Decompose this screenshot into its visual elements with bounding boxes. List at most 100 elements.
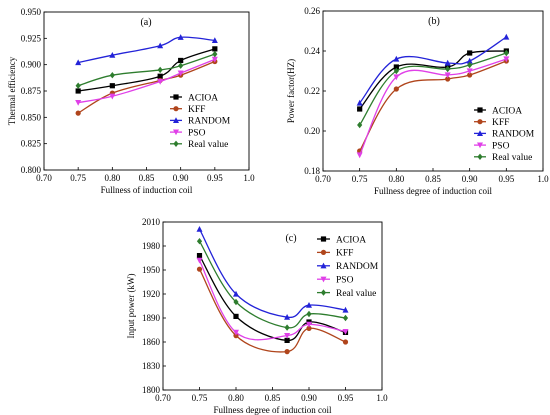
- series-line: [78, 36, 215, 64]
- x-tick-label: 0.75: [70, 173, 86, 183]
- series-kff: [196, 266, 349, 355]
- data-point: [178, 57, 184, 64]
- data-point: [75, 59, 82, 66]
- data-point: [75, 110, 81, 116]
- y-tick-label: 0.850: [21, 112, 42, 122]
- data-point: [356, 152, 363, 159]
- legend-marker: [477, 107, 483, 113]
- data-point: [503, 49, 509, 57]
- x-axis-label: Fullness degree of induction coil: [214, 405, 332, 415]
- x-axis-label: Fullness degree of induction coil: [374, 186, 492, 196]
- legend-entry: PSO: [492, 141, 510, 151]
- legend-marker: [477, 153, 483, 160]
- legend-entry: PSO: [336, 276, 354, 286]
- data-point: [178, 62, 184, 69]
- data-point: [284, 324, 290, 331]
- x-tick-label: 0.90: [462, 174, 478, 184]
- series-line: [198, 228, 346, 318]
- legend-entry: KFF: [188, 105, 205, 115]
- legend-marker: [320, 276, 327, 283]
- data-point: [196, 266, 203, 272]
- x-tick-label: 0.95: [207, 173, 223, 183]
- data-point: [356, 99, 363, 106]
- x-tick-label: 0.85: [139, 173, 155, 183]
- plot-frame: [162, 221, 383, 391]
- data-point: [75, 99, 82, 106]
- data-point: [503, 56, 510, 63]
- legend-entry: RANDOM: [336, 262, 379, 272]
- series-real-value: [196, 238, 349, 331]
- series-real-value: [75, 50, 218, 89]
- series-pso: [75, 56, 218, 106]
- data-point: [233, 313, 239, 319]
- y-tick-label: 0.24: [304, 46, 320, 56]
- data-point: [109, 51, 116, 58]
- legend-entry: RANDOM: [492, 130, 535, 140]
- x-tick-label: 0.75: [352, 174, 368, 184]
- y-tick-label: 1980: [142, 241, 161, 251]
- data-point: [306, 325, 312, 331]
- y-tick-label: 1890: [142, 313, 161, 323]
- y-tick-label: 0.20: [304, 126, 320, 136]
- legend-marker: [173, 140, 179, 147]
- legend-entry: PSO: [188, 128, 206, 138]
- chart-panel-c: 0.70 0.75 0.80 0.85 0.90 0.95 1.0 1800 1830 1860 1…: [126, 217, 388, 415]
- y-tick-label: 0.825: [21, 139, 42, 149]
- legend-entry: ACIOA: [336, 235, 366, 245]
- data-point: [503, 33, 510, 40]
- data-point: [284, 349, 290, 355]
- legend-marker: [320, 262, 327, 269]
- y-tick-label: 0.875: [21, 86, 42, 96]
- x-tick-label: 0.90: [301, 393, 317, 403]
- y-tick-label: 0.26: [304, 6, 320, 16]
- legend-entry: Real value: [336, 289, 376, 299]
- y-tick-label: 1800: [142, 385, 161, 395]
- legend-entry: RANDOM: [188, 117, 231, 127]
- data-point: [211, 37, 218, 44]
- legend-entry: KFF: [336, 249, 353, 259]
- series-pso: [356, 56, 510, 159]
- data-point: [445, 76, 451, 82]
- data-point: [342, 339, 349, 345]
- data-point: [444, 72, 451, 79]
- x-tick-label: 1.0: [376, 393, 388, 403]
- data-point: [284, 337, 290, 343]
- x-tick-label: 0.75: [192, 393, 208, 403]
- y-tick-label: 0.900: [21, 60, 42, 70]
- data-point: [357, 121, 363, 129]
- series-pso: [196, 257, 349, 341]
- data-point: [196, 257, 203, 264]
- legend-entry: KFF: [492, 118, 509, 128]
- series-random: [196, 226, 349, 320]
- legend-marker: [477, 130, 483, 136]
- y-tick-label: 1860: [142, 337, 161, 347]
- legend-marker: [173, 129, 179, 136]
- y-axis-label: Thermal efficiency: [7, 56, 17, 125]
- legend-marker: [320, 289, 327, 296]
- data-point: [233, 298, 239, 306]
- y-tick-label: 1920: [142, 289, 161, 299]
- x-tick-label: 0.70: [315, 174, 331, 184]
- data-point: [196, 238, 203, 245]
- legend-marker: [320, 249, 327, 255]
- data-point: [212, 46, 218, 52]
- legend-marker: [477, 142, 483, 149]
- y-tick-label: 0.22: [304, 86, 320, 96]
- data-point: [393, 86, 399, 92]
- x-tick-label: 0.85: [425, 174, 441, 184]
- x-tick-label: 0.80: [104, 173, 120, 183]
- data-point: [445, 65, 451, 73]
- data-point: [357, 106, 363, 112]
- data-point: [109, 72, 115, 79]
- data-point: [177, 34, 184, 40]
- data-point: [306, 310, 312, 318]
- data-point: [157, 78, 164, 85]
- data-point: [342, 314, 349, 322]
- legend: ACIOA KFF RANDOM PSO Real value: [317, 235, 379, 299]
- data-point: [75, 88, 81, 94]
- data-point: [342, 329, 349, 335]
- x-tick-label: 0.95: [338, 393, 354, 403]
- y-axis-label: Input power (kW): [126, 274, 136, 339]
